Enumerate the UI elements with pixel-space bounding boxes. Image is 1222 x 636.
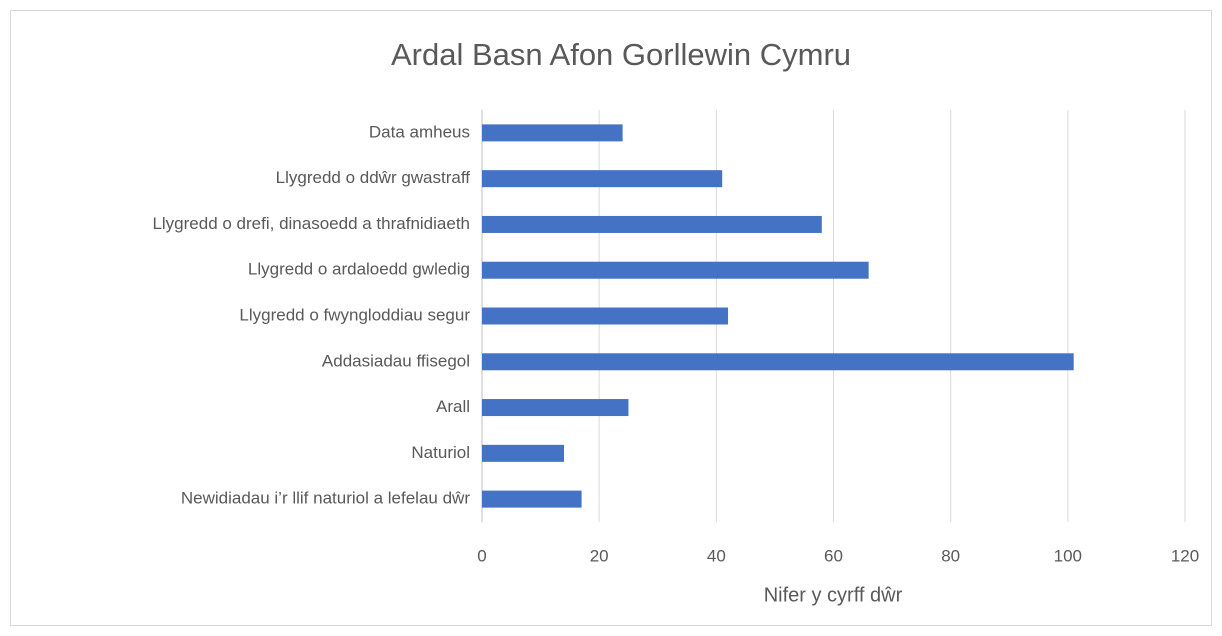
bar <box>482 170 723 188</box>
y-tick-label: Llygredd o fwyngloddiau segur <box>239 305 470 324</box>
x-tick-label: 120 <box>1171 546 1199 565</box>
x-tick-label: 100 <box>1054 546 1082 565</box>
y-tick-label: Data amheus <box>369 122 470 141</box>
y-tick-label: Newidiadau i’r llif naturiol a lefelau d… <box>181 489 470 508</box>
chart-title: Ardal Basn Afon Gorllewin Cymru <box>391 37 851 72</box>
bar <box>482 124 623 142</box>
bar <box>482 215 822 233</box>
y-tick-label: Llygredd o ddŵr gwastraff <box>276 168 471 187</box>
x-tick-label: 60 <box>824 546 843 565</box>
x-tick-label: 80 <box>941 546 960 565</box>
bar <box>482 261 869 279</box>
bar <box>482 353 1074 371</box>
y-tick-label: Llygredd o drefi, dinasoedd a thrafnidia… <box>152 214 470 233</box>
x-tick-label: 0 <box>477 546 486 565</box>
bar <box>482 307 729 325</box>
x-axis-label: Nifer y cyrff dŵr <box>764 584 903 606</box>
x-tick-label: 40 <box>707 546 726 565</box>
y-tick-label: Naturiol <box>411 443 470 462</box>
y-tick-label: Addasiadau ffisegol <box>322 351 470 370</box>
y-tick-label: Llygredd o ardaloedd gwledig <box>248 260 470 279</box>
x-tick-label: 20 <box>590 546 609 565</box>
y-tick-label: Arall <box>436 397 470 416</box>
bar <box>482 399 629 417</box>
bar <box>482 490 582 508</box>
bar <box>482 444 565 462</box>
